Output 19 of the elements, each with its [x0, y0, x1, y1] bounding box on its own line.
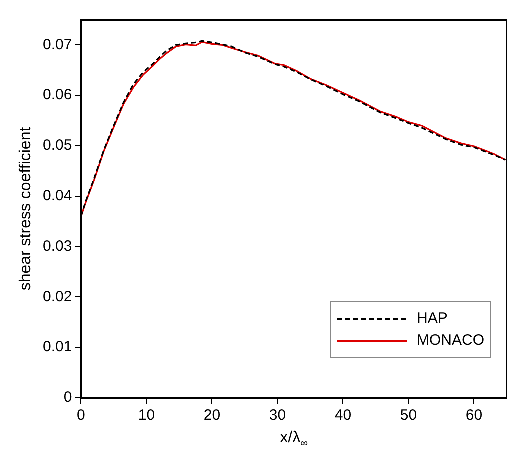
y-tick-label: 0 [64, 389, 72, 406]
y-tick-label: 0.04 [42, 188, 72, 205]
y-axis-title: shear stress coefficient [18, 126, 35, 291]
x-tick-label: 10 [138, 407, 156, 424]
y-tick-label: 0.07 [42, 36, 72, 54]
y-tick-label: 0.01 [42, 338, 72, 356]
x-tick-label: 60 [466, 407, 483, 424]
x-tick-label: 0 [77, 407, 86, 424]
y-tick-label: 0.05 [42, 137, 72, 154]
x-axis-title: x/λ∞ [280, 429, 308, 450]
legend-label: MONACO [417, 332, 484, 350]
y-tick-label: 0.03 [42, 238, 72, 255]
x-tick-label: 20 [204, 407, 221, 424]
x-tick-label: 40 [334, 407, 352, 424]
y-tick-label: 0.02 [42, 288, 72, 306]
x-tick-label: 30 [269, 407, 286, 424]
legend-label: HAP [417, 310, 448, 328]
x-tick-label: 50 [400, 407, 418, 424]
y-tick-label: 0.06 [42, 86, 72, 104]
